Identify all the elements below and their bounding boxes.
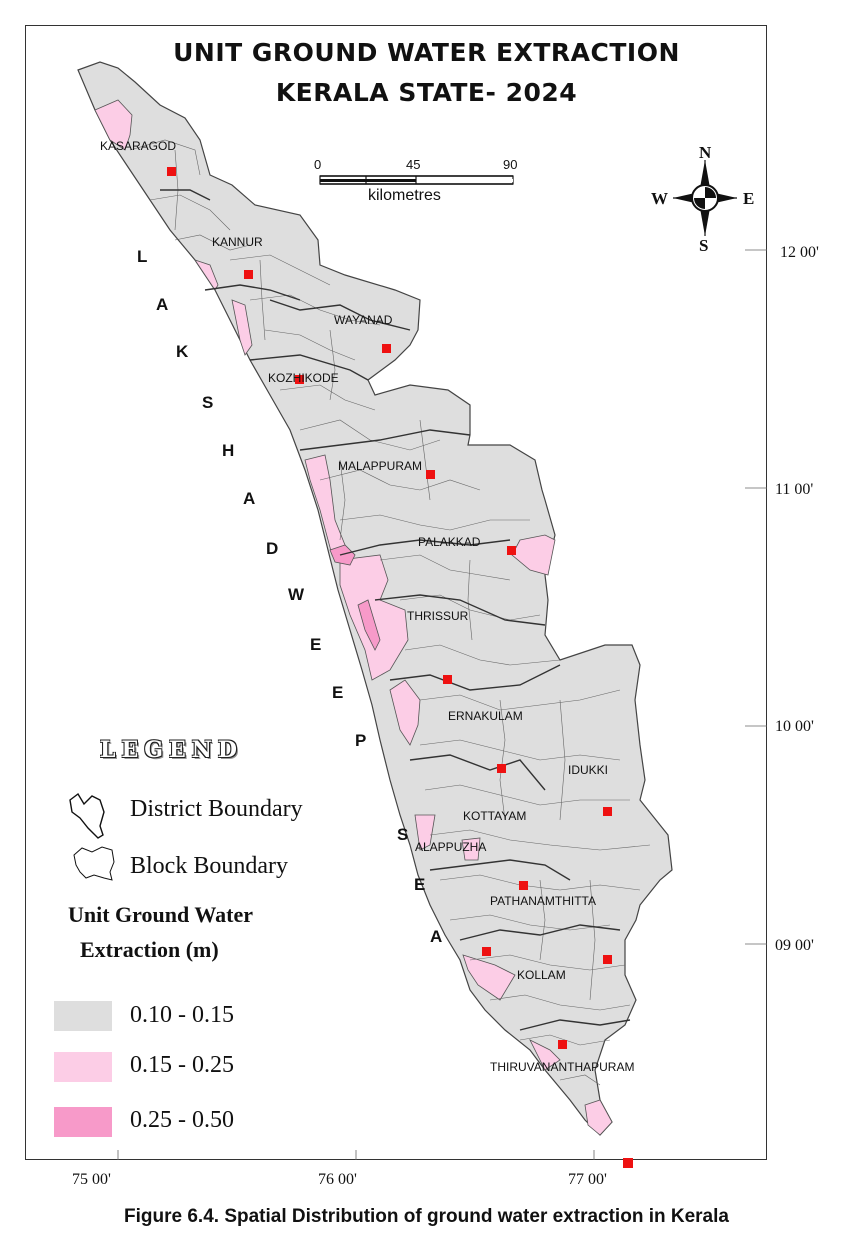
lon-label-76: 76 00' (318, 1171, 357, 1188)
compass-w: W (651, 189, 668, 208)
sea-letter: W (288, 585, 305, 604)
legend-class-low: 0.10 - 0.15 (130, 1002, 234, 1028)
legend-district-symbol (69, 792, 105, 839)
sea-letter: S (397, 825, 408, 844)
sea-letter: P (355, 731, 366, 750)
sea-letter: A (430, 927, 442, 946)
district-hq-markers (167, 167, 633, 1168)
district-label: KOTTAYAM (463, 809, 526, 823)
legend-district-label: District Boundary (130, 796, 303, 822)
compass-n: N (699, 143, 712, 162)
north-arrow: N S W E (651, 143, 754, 255)
legend-block-symbol (73, 846, 115, 881)
legend-class-medium: 0.15 - 0.25 (130, 1052, 234, 1078)
sea-letter: L (137, 247, 147, 266)
hq-marker-thrissur (443, 675, 452, 684)
legend-swatch-medium (54, 1052, 112, 1082)
zone-tvm-coast (529, 1039, 561, 1071)
zone-kollam-coast (462, 954, 516, 1001)
hq-marker-wayanad (382, 344, 391, 353)
zone-kannur-coast (194, 259, 219, 291)
district-label: KOZHIKODE (268, 371, 339, 385)
zone-ernakulam-coast (389, 679, 421, 746)
hq-marker-ernakulam (497, 764, 506, 773)
sea-letter: A (243, 489, 255, 508)
district-label: ALAPPUZHA (415, 840, 486, 854)
sea-letter: E (414, 875, 425, 894)
hq-marker-idukki (603, 807, 612, 816)
legend-block-label: Block Boundary (130, 853, 288, 879)
district-label: THIRUVANANTHAPURAM (490, 1060, 634, 1074)
sea-letter: A (156, 295, 168, 314)
hq-marker-pathanamthitta (519, 881, 528, 890)
district-label: PATHANAMTHITTA (490, 894, 596, 908)
zone-alappuzha-coast (414, 814, 436, 851)
district-labels: KASARAGOD KANNUR WAYANAD KOZHIKODE MALAP… (100, 139, 634, 1074)
sea-letter: S (202, 393, 213, 412)
legend-swatch-low (54, 1001, 112, 1031)
district-label: KANNUR (212, 235, 263, 249)
district-label: PALAKKAD (418, 535, 481, 549)
lon-label-77: 77 00' (568, 1171, 607, 1188)
lat-label-10: 10 00' (775, 718, 814, 735)
hq-marker-tvm (558, 1040, 567, 1049)
legend-heading-line1: Unit Ground Water (68, 902, 253, 927)
legend-swatch-high (54, 1107, 112, 1137)
hq-marker-kozhikode (295, 375, 304, 384)
map-title-line2: KERALA STATE- 2024 (275, 78, 578, 107)
scale-tick-45: 45 (406, 157, 421, 172)
hq-marker-kasaragod (167, 167, 176, 176)
block-boundaries (129, 139, 651, 1086)
hq-marker-malappuram (426, 470, 435, 479)
district-label: WAYANAD (334, 313, 393, 327)
zone-kasaragod-coast (94, 99, 133, 151)
district-label: KOLLAM (517, 968, 566, 982)
hq-marker-palakkad (507, 546, 516, 555)
lon-label-75: 75 00' (72, 1171, 111, 1188)
sea-letter: K (176, 342, 189, 361)
figure-caption: Figure 6.4. Spatial Distribution of grou… (124, 1206, 729, 1227)
compass-s: S (699, 236, 708, 255)
graticule-ticks (117, 249, 767, 1160)
scale-unit: kilometres (368, 187, 441, 204)
scale-bar (319, 175, 514, 185)
zone-thrissur-coast (339, 554, 409, 681)
hq-marker-outside (623, 1158, 633, 1168)
compass-e: E (743, 189, 754, 208)
district-label: THRISSUR (407, 609, 469, 623)
hq-marker-kannur (244, 270, 253, 279)
zone-tvm-south (584, 1099, 613, 1136)
medium-extraction-zones (94, 99, 613, 1136)
legend-title: LEGEND (100, 737, 243, 763)
legend-class-high: 0.25 - 0.50 (130, 1107, 234, 1133)
zone-high-kodungallur (357, 599, 381, 651)
zone-alappuzha-inland (461, 837, 481, 861)
district-label: MALAPPURAM (338, 459, 422, 473)
sea-letter: E (332, 683, 343, 702)
hq-marker-kollam (482, 947, 491, 956)
zone-kozhikode-coast (231, 299, 253, 356)
sea-label: L A K S H A D W E E P S E A (137, 247, 442, 946)
lat-label-12: 12 00' (780, 244, 819, 261)
district-label: IDUKKI (568, 763, 608, 777)
district-label: ERNAKULAM (448, 709, 523, 723)
map-title-line1: UNIT GROUND WATER EXTRACTION (173, 38, 680, 67)
hq-marker-kollam-east (603, 955, 612, 964)
sea-letter: D (266, 539, 278, 558)
scale-tick-0: 0 (314, 157, 322, 172)
sea-letter: E (310, 635, 321, 654)
lat-label-11: 11 00' (775, 481, 814, 498)
district-label: KASARAGOD (100, 139, 176, 153)
lat-label-09: 09 00' (775, 937, 814, 954)
scale-tick-90: 90 (503, 157, 518, 172)
district-boundaries (160, 189, 631, 1031)
sea-letter: H (222, 441, 234, 460)
legend-heading-line2: Extraction (m) (80, 937, 219, 962)
